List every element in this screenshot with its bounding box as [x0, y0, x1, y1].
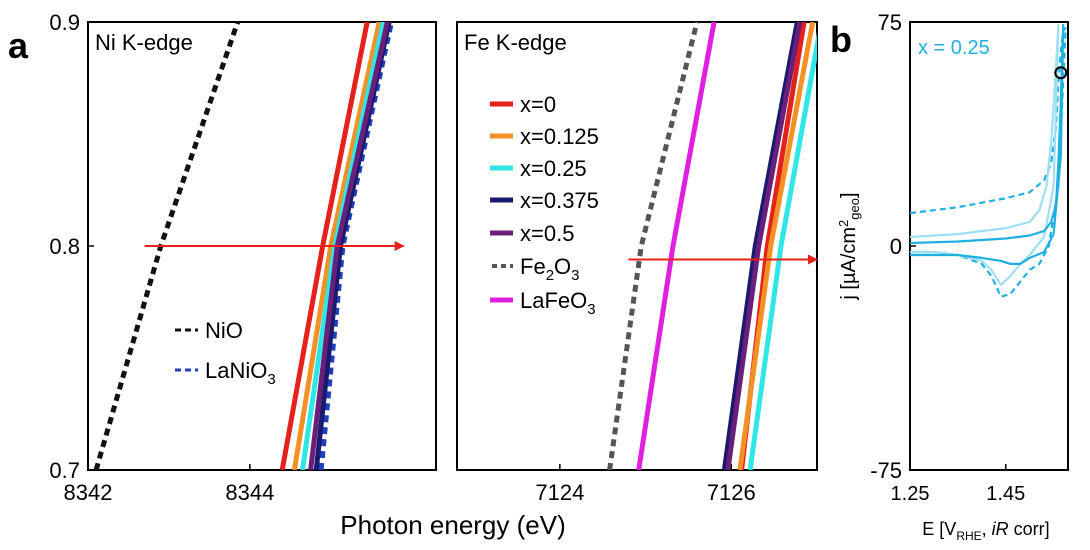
cv-y-axis-label: j [µA/cm2geo]: [836, 192, 862, 300]
cv-ytick-label: -75: [870, 458, 902, 483]
fe-xticks: 7124 7126: [535, 464, 756, 505]
cv-title: x = 0.25: [918, 37, 990, 59]
cv-panel: x = 0.25 75 0 -75 1.25 1.45 j [µA/cm2geo] E…: [836, 10, 1069, 543]
cv-series-line-0: [910, 26, 1067, 298]
fe-title: Fe K-edge: [464, 30, 567, 55]
ni-legend-label-lanio3: LaNiO3: [205, 358, 276, 388]
cv-series-line-2: [910, 23, 1065, 265]
cv-xtick-label: 1.25: [891, 483, 930, 505]
fe-legend-label-x05: x=0.5: [520, 221, 574, 246]
cv-yticks: 75 0 -75: [870, 10, 916, 483]
fe-series-line-x-0-25: [747, 31, 817, 470]
cv-marker-circle: [1054, 66, 1068, 80]
ni-yticks: 0.7 0.8 0.9: [49, 10, 94, 483]
fe-plot-frame: [456, 21, 818, 471]
ni-ytick-label: 0.8: [49, 234, 80, 259]
ni-legend: NiO LaNiO3: [175, 318, 276, 388]
cv-marker: [1054, 66, 1068, 80]
ni-legend-label-nio: NiO: [205, 318, 243, 343]
fe-panel: Fe K-edge 7124 7126 x=0 x=0.125 x=0.25 x=…: [456, 21, 818, 505]
ni-xtick-label: 8342: [64, 480, 113, 505]
fe-legend: x=0 x=0.125 x=0.25 x=0.375 x=0.5 Fe2O3 L…: [490, 92, 599, 318]
fe-legend-label-lafeo3: LaFeO3: [520, 288, 596, 318]
fe-legend-label-x0375: x=0.375: [520, 188, 599, 213]
panel-label-b: b: [830, 19, 852, 60]
cv-xticks: 1.25 1.45: [891, 464, 1025, 505]
cv-series: [910, 23, 1067, 298]
fe-series-line-x-0-5: [725, 22, 803, 470]
fe-xtick-label: 7126: [707, 480, 756, 505]
cv-ytick-label: 75: [878, 10, 902, 35]
fe-series: [607, 22, 817, 470]
fe-legend-label-x0: x=0: [520, 92, 556, 117]
cv-plot-frame: [909, 21, 1069, 471]
fe-legend-label-x025: x=0.25: [520, 156, 587, 181]
fe-series-line-fe2o3: [607, 22, 700, 470]
cv-xtick-label: 1.45: [986, 483, 1025, 505]
cv-series-line-1: [910, 23, 1060, 286]
fe-series-line-x-0-125: [737, 22, 816, 470]
cv-x-axis-label: E [VRHE, iR corr]: [922, 519, 1049, 543]
ni-xticks: 8342 8344: [64, 464, 274, 505]
ni-title: Ni K-edge: [95, 30, 193, 55]
fe-xtick-label: 7124: [535, 480, 584, 505]
ni-xtick-label: 8344: [225, 480, 274, 505]
panel-label-a: a: [8, 25, 29, 66]
shared-x-axis-label: Photon energy (eV): [340, 510, 565, 540]
fe-series-line-x-0-375: [721, 22, 800, 470]
fe-legend-label-fe2o3: Fe2O3: [520, 254, 580, 284]
ni-ytick-label: 0.9: [49, 10, 80, 35]
cv-ytick-label: 0: [890, 234, 902, 259]
ni-panel: Ni K-edge 0.7 0.8 0.9 8342 8344 NiO LaNiO3: [49, 10, 437, 505]
fe-series-line-lafeo3: [636, 22, 717, 470]
fe-legend-label-x0125: x=0.125: [520, 124, 599, 149]
ni-ytick-label: 0.7: [49, 458, 80, 483]
